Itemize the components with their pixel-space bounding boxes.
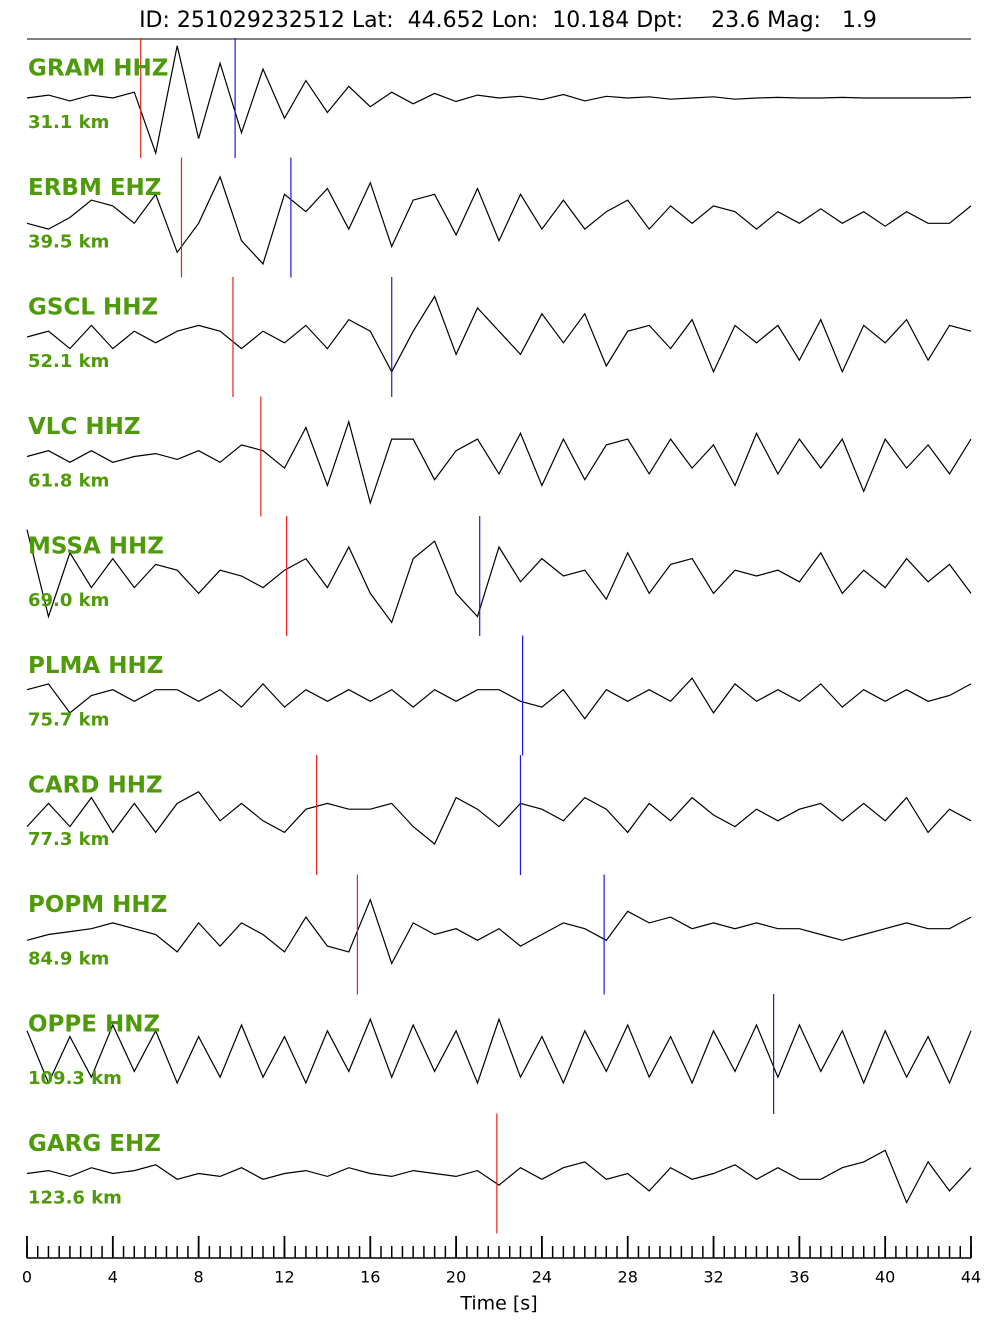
x-tick-label: 32	[703, 1268, 723, 1287]
x-tick-label: 40	[875, 1268, 895, 1287]
distance-label: 61.8 km	[28, 471, 109, 492]
x-tick-label: 0	[22, 1268, 32, 1287]
x-tick-label: 4	[108, 1268, 118, 1287]
distance-label: 69.0 km	[28, 590, 109, 611]
distance-label: 75.7 km	[28, 710, 109, 731]
waveform	[26, 175, 972, 266]
distance-label: 52.1 km	[28, 351, 109, 372]
waveform	[26, 677, 972, 720]
distance-label: 77.3 km	[28, 829, 109, 850]
x-tick-label: 12	[274, 1268, 294, 1287]
x-tick-label: 20	[446, 1268, 466, 1287]
waveform	[26, 529, 972, 624]
station-label: GARG EHZ	[28, 1131, 161, 1157]
x-tick-label: 28	[618, 1268, 638, 1287]
distance-label: 109.3 km	[28, 1068, 122, 1089]
x-tick-label: 44	[961, 1268, 981, 1287]
x-tick-label: 8	[194, 1268, 204, 1287]
station-label: GRAM HHZ	[28, 56, 168, 82]
distance-label: 31.1 km	[28, 112, 109, 133]
x-tick-label: 16	[360, 1268, 380, 1287]
waveform	[26, 45, 972, 156]
station-label: CARD HHZ	[28, 773, 163, 799]
station-label: ERBM EHZ	[28, 175, 162, 201]
chart-title: ID: 251029232512 Lat: 44.652 Lon: 10.184…	[139, 8, 877, 33]
distance-label: 123.6 km	[28, 1188, 122, 1209]
distance-label: 84.9 km	[28, 949, 109, 970]
waveform	[26, 419, 972, 505]
waveform	[26, 1017, 972, 1085]
station-label: VLC HHZ	[28, 414, 141, 440]
x-axis-label: Time [s]	[459, 1293, 537, 1315]
waveform	[26, 1149, 972, 1204]
station-label: POPM HHZ	[28, 892, 167, 918]
station-label: PLMA HHZ	[28, 653, 163, 679]
x-tick-label: 36	[789, 1268, 809, 1287]
waveform	[26, 897, 972, 966]
waveform	[26, 791, 972, 845]
waveform	[26, 295, 972, 374]
x-tick-label: 24	[532, 1268, 552, 1287]
station-label: MSSA HHZ	[28, 534, 164, 560]
distance-label: 39.5 km	[28, 232, 109, 253]
station-label: GSCL HHZ	[28, 295, 158, 321]
station-label: OPPE HNZ	[28, 1012, 160, 1038]
